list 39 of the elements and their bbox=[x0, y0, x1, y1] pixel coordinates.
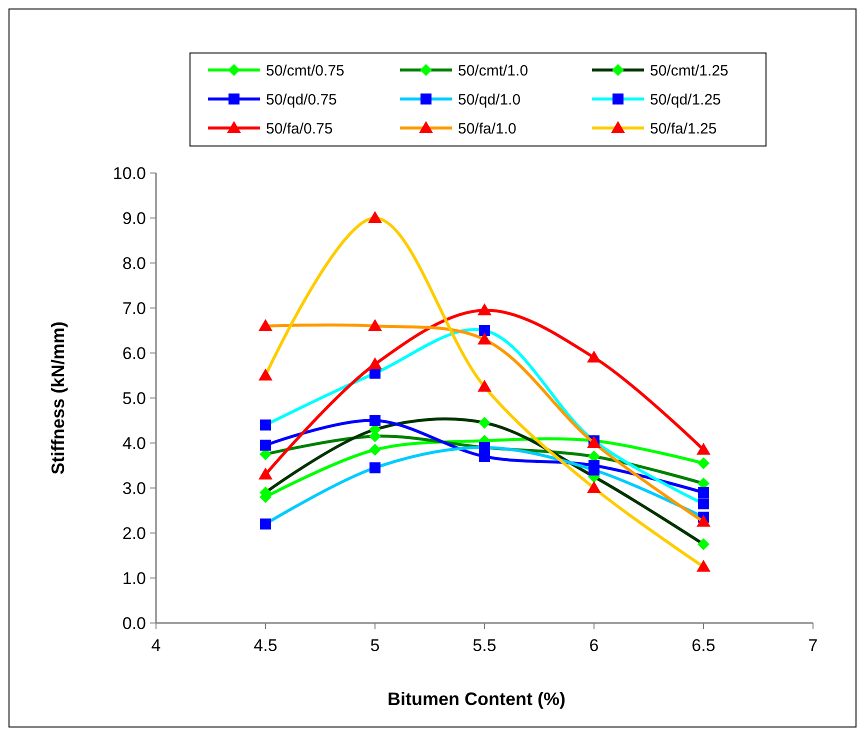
legend-label: 50/fa/1.0 bbox=[458, 120, 516, 138]
point bbox=[696, 442, 710, 455]
x-tick-label: 4.5 bbox=[254, 636, 278, 655]
y-tick-label: 3.0 bbox=[122, 478, 146, 498]
legend-label: 50/fa/1.25 bbox=[650, 120, 717, 138]
x-tick-label: 5 bbox=[370, 636, 380, 655]
legend-label: 50/cmt/0.75 bbox=[266, 62, 344, 80]
y-tick-label: 5.0 bbox=[122, 388, 146, 408]
x-tick-label: 6 bbox=[589, 636, 599, 655]
y-tick-label: 9.0 bbox=[122, 208, 146, 228]
x-tick-label: 7 bbox=[808, 636, 818, 655]
legend-label: 50/qd/1.25 bbox=[650, 91, 721, 108]
point bbox=[587, 350, 601, 362]
x-axis-title: Bitumen Content (%) bbox=[388, 689, 566, 709]
legend-label: 50/cmt/1.25 bbox=[650, 62, 728, 80]
x-tick-label: 6.5 bbox=[692, 636, 716, 655]
y-tick-label: 2.0 bbox=[122, 524, 146, 543]
y-tick-label: 1.0 bbox=[122, 568, 146, 588]
point bbox=[370, 415, 380, 426]
legend-label: 50/fa/0.75 bbox=[266, 120, 333, 138]
y-tick-label: 7.0 bbox=[122, 298, 146, 318]
y-axis-title: Stiffness (kN/mm) bbox=[48, 321, 68, 475]
y-tick-label: 0.0 bbox=[122, 614, 146, 633]
y-tick-label: 6.0 bbox=[122, 344, 146, 363]
y-tick-label: 8.0 bbox=[122, 254, 146, 273]
point bbox=[698, 457, 710, 470]
legend-label: 50/qd/1.0 bbox=[458, 91, 521, 108]
point bbox=[478, 303, 492, 316]
x-tick-label: 5.5 bbox=[472, 636, 496, 655]
point bbox=[369, 444, 381, 456]
legend-label: 50/qd/0.75 bbox=[266, 91, 337, 108]
y-tick-label: 10.0 bbox=[112, 164, 146, 183]
point bbox=[368, 357, 382, 370]
x-tick-label: 4 bbox=[151, 636, 161, 655]
y-tick-label: 4.0 bbox=[122, 434, 146, 453]
point bbox=[258, 468, 272, 480]
legend-label: 50/cmt/1.0 bbox=[458, 62, 528, 80]
point bbox=[698, 487, 709, 498]
point bbox=[260, 440, 271, 451]
